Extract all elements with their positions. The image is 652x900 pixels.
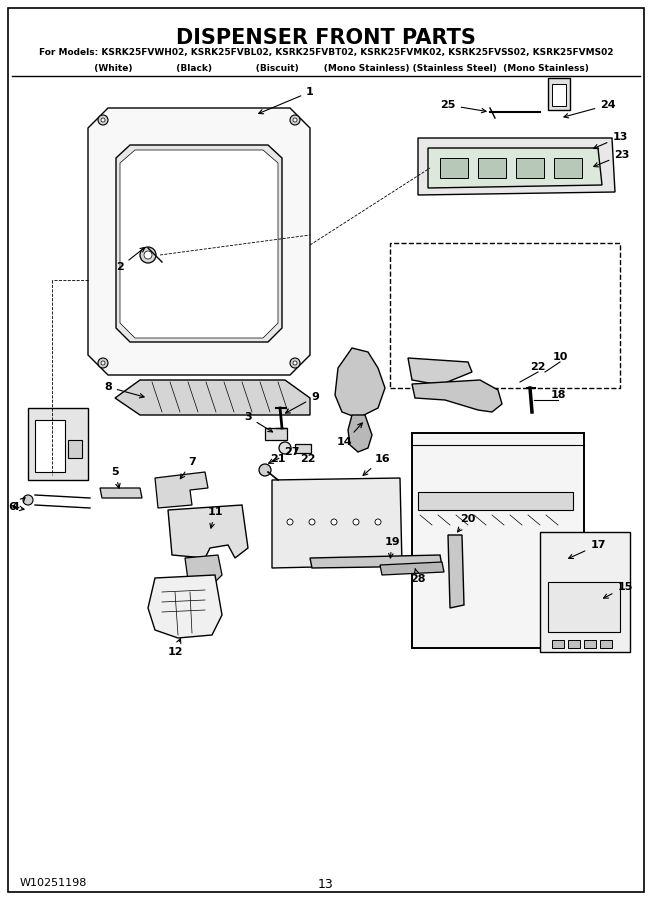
Polygon shape xyxy=(380,562,444,575)
Text: 4: 4 xyxy=(11,498,25,512)
Polygon shape xyxy=(272,478,402,568)
Circle shape xyxy=(290,115,300,125)
Bar xyxy=(418,492,573,510)
Bar xyxy=(478,158,506,178)
Polygon shape xyxy=(115,380,310,415)
Text: 23: 23 xyxy=(594,150,630,166)
Polygon shape xyxy=(155,472,208,508)
Text: 6: 6 xyxy=(8,502,24,512)
Text: For Models: KSRK25FVWH02, KSRK25FVBL02, KSRK25FVBT02, KSRK25FVMK02, KSRK25FVSS02: For Models: KSRK25FVWH02, KSRK25FVBL02, … xyxy=(38,48,614,57)
Polygon shape xyxy=(335,348,385,418)
Polygon shape xyxy=(448,535,464,608)
Bar xyxy=(552,84,566,106)
Polygon shape xyxy=(428,148,602,188)
Bar xyxy=(35,420,65,472)
Circle shape xyxy=(353,519,359,525)
Circle shape xyxy=(144,251,152,259)
Bar xyxy=(584,640,596,648)
Circle shape xyxy=(293,361,297,365)
Bar xyxy=(412,433,584,648)
Polygon shape xyxy=(88,108,310,375)
Text: 13: 13 xyxy=(318,878,334,891)
Text: 11: 11 xyxy=(207,507,223,528)
Circle shape xyxy=(331,519,337,525)
Bar xyxy=(390,243,620,388)
Circle shape xyxy=(375,519,381,525)
Text: 9: 9 xyxy=(286,392,319,413)
Text: 22: 22 xyxy=(530,362,546,372)
Polygon shape xyxy=(100,488,142,498)
Text: 17: 17 xyxy=(569,540,606,559)
Polygon shape xyxy=(185,555,222,582)
Text: 20: 20 xyxy=(458,514,476,532)
Bar xyxy=(28,408,88,480)
Text: 18: 18 xyxy=(550,390,566,400)
Text: 7: 7 xyxy=(181,457,196,479)
Polygon shape xyxy=(408,358,472,385)
Bar xyxy=(548,582,620,632)
Text: DISPENSER FRONT PARTS: DISPENSER FRONT PARTS xyxy=(176,28,476,48)
Bar xyxy=(600,640,612,648)
Circle shape xyxy=(101,361,105,365)
Text: 10: 10 xyxy=(552,352,568,362)
Polygon shape xyxy=(418,138,615,195)
Text: 13: 13 xyxy=(594,132,628,148)
Polygon shape xyxy=(120,150,278,338)
Bar xyxy=(68,440,82,458)
Text: 15: 15 xyxy=(604,582,632,599)
Text: 12: 12 xyxy=(168,639,183,657)
Bar xyxy=(568,640,580,648)
Text: 19: 19 xyxy=(384,537,400,558)
Text: 21: 21 xyxy=(270,454,286,464)
Circle shape xyxy=(140,247,156,263)
Text: 14: 14 xyxy=(337,423,363,447)
Text: 1: 1 xyxy=(259,87,314,113)
Text: 8: 8 xyxy=(104,382,144,398)
Bar xyxy=(265,428,287,440)
Circle shape xyxy=(101,118,105,122)
Polygon shape xyxy=(310,555,442,568)
Bar xyxy=(440,158,468,178)
Text: 22: 22 xyxy=(301,454,316,464)
Text: W10251198: W10251198 xyxy=(20,878,87,888)
Circle shape xyxy=(293,118,297,122)
Text: 28: 28 xyxy=(410,569,426,584)
Text: 24: 24 xyxy=(564,100,615,118)
Text: 2: 2 xyxy=(116,248,145,272)
Polygon shape xyxy=(168,505,248,558)
Circle shape xyxy=(259,464,271,476)
Circle shape xyxy=(23,495,33,505)
Text: 3: 3 xyxy=(244,412,273,432)
Circle shape xyxy=(290,358,300,368)
Polygon shape xyxy=(412,380,502,412)
Circle shape xyxy=(287,519,293,525)
Bar xyxy=(295,444,311,453)
Text: 16: 16 xyxy=(363,454,390,475)
Bar xyxy=(516,158,544,178)
Text: 27: 27 xyxy=(269,447,300,464)
Polygon shape xyxy=(116,145,282,342)
Circle shape xyxy=(309,519,315,525)
Bar xyxy=(554,158,582,178)
Circle shape xyxy=(98,115,108,125)
Polygon shape xyxy=(148,575,222,638)
Bar xyxy=(548,78,570,110)
Text: 5: 5 xyxy=(111,467,120,488)
Circle shape xyxy=(279,442,291,454)
Bar xyxy=(540,532,630,652)
Polygon shape xyxy=(348,415,372,452)
Circle shape xyxy=(98,358,108,368)
Bar xyxy=(552,640,564,648)
Text: 25: 25 xyxy=(440,100,486,112)
Text: (White)              (Black)              (Biscuit)        (Mono Stainless) (Sta: (White) (Black) (Biscuit) (Mono Stainles… xyxy=(63,64,589,73)
